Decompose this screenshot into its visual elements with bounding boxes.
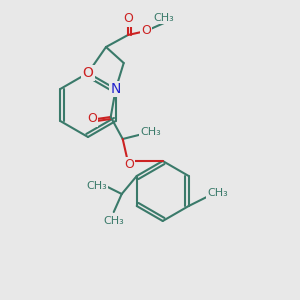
Text: O: O <box>141 25 151 38</box>
Text: CH₃: CH₃ <box>207 188 228 198</box>
Text: CH₃: CH₃ <box>140 127 161 137</box>
Text: O: O <box>123 13 133 26</box>
Text: O: O <box>82 66 93 80</box>
Text: O: O <box>87 112 97 125</box>
Text: N: N <box>110 82 121 96</box>
Text: O: O <box>124 158 134 172</box>
Text: CH₃: CH₃ <box>154 13 174 23</box>
Text: CH₃: CH₃ <box>86 181 107 191</box>
Text: CH₃: CH₃ <box>103 216 124 226</box>
